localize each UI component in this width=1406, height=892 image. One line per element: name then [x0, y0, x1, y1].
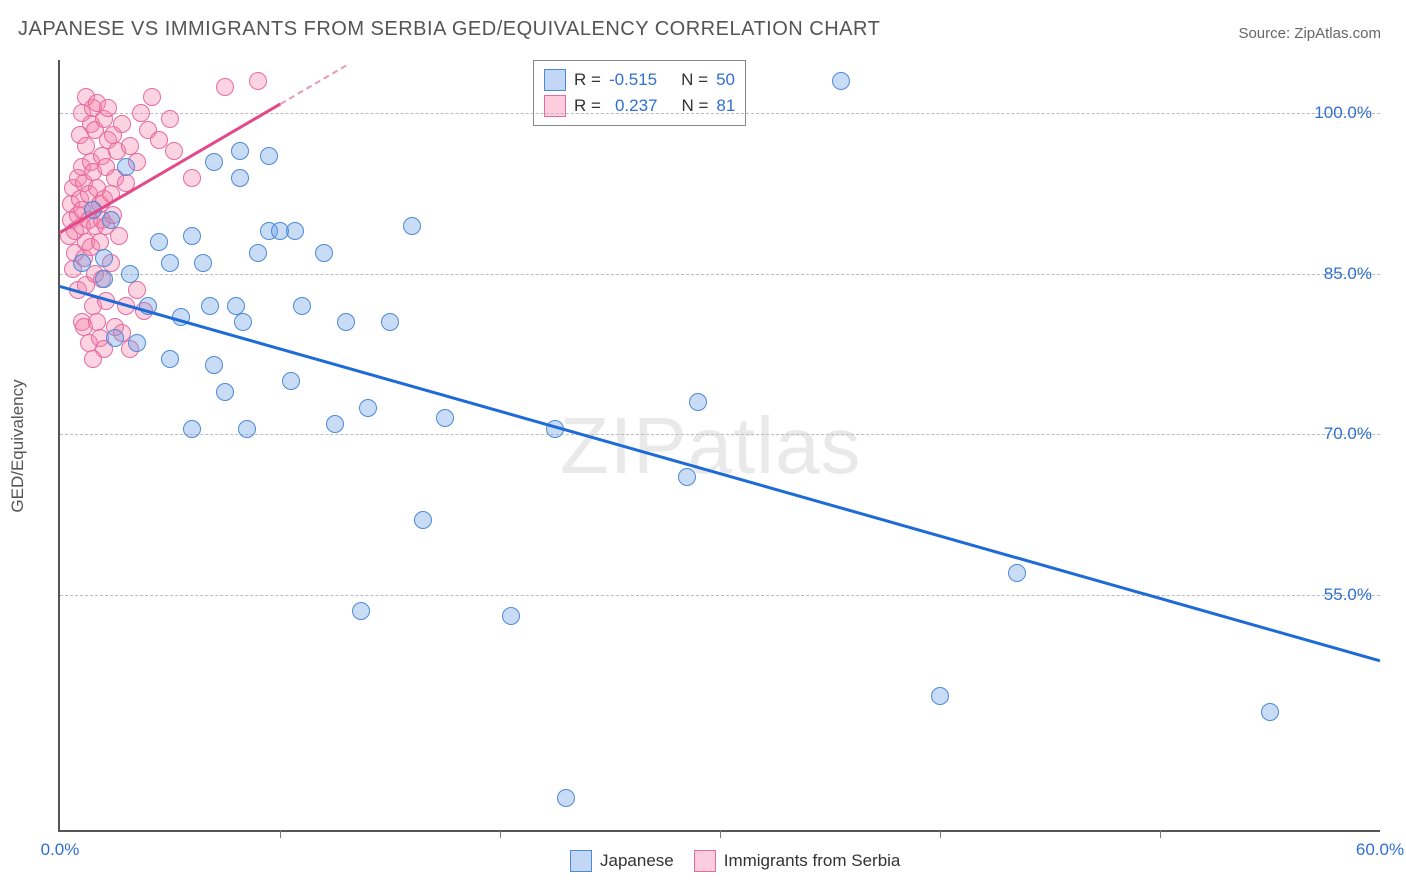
stats-legend: R = -0.515 N = 50 R = 0.237 N = 81 — [533, 60, 746, 126]
r-value-japanese: -0.515 — [609, 67, 657, 93]
point-japanese — [414, 511, 432, 529]
point-japanese — [352, 602, 370, 620]
point-japanese — [931, 687, 949, 705]
chart-title: JAPANESE VS IMMIGRANTS FROM SERBIA GED/E… — [18, 18, 880, 41]
r-label: R = — [574, 93, 601, 119]
point-japanese — [95, 249, 113, 267]
x-tick — [280, 830, 281, 838]
x-tick — [720, 830, 721, 838]
y-tick-label: 55.0% — [1324, 585, 1372, 605]
point-japanese — [436, 409, 454, 427]
point-japanese — [293, 297, 311, 315]
x-tick — [940, 830, 941, 838]
point-serbia — [99, 99, 117, 117]
n-label: N = — [681, 93, 708, 119]
legend-label-japanese: Japanese — [600, 851, 674, 871]
point-japanese — [121, 265, 139, 283]
point-serbia — [143, 88, 161, 106]
point-japanese — [161, 350, 179, 368]
point-japanese — [359, 399, 377, 417]
source-label: Source: ZipAtlas.com — [1238, 25, 1381, 42]
point-serbia — [113, 115, 131, 133]
y-axis-label: GED/Equivalency — [8, 379, 28, 512]
swatch-japanese-icon — [544, 69, 566, 91]
legend-item-serbia: Immigrants from Serbia — [694, 850, 901, 872]
point-japanese — [106, 329, 124, 347]
watermark: ZIPatlas — [560, 400, 861, 492]
stats-row-japanese: R = -0.515 N = 50 — [544, 67, 735, 93]
point-serbia — [128, 281, 146, 299]
gridline — [60, 434, 1380, 435]
plot-area: ZIPatlas R = -0.515 N = 50 R = 0.237 N =… — [58, 60, 1380, 832]
legend-item-japanese: Japanese — [570, 850, 674, 872]
point-japanese — [183, 227, 201, 245]
series-legend: Japanese Immigrants from Serbia — [570, 850, 900, 872]
point-japanese — [117, 158, 135, 176]
point-japanese — [95, 270, 113, 288]
point-japanese — [249, 244, 267, 262]
r-label: R = — [574, 67, 601, 93]
point-japanese — [183, 420, 201, 438]
point-japanese — [194, 254, 212, 272]
point-japanese — [205, 356, 223, 374]
n-value-japanese: 50 — [716, 67, 735, 93]
x-tick — [1160, 830, 1161, 838]
point-japanese — [128, 334, 146, 352]
point-japanese — [150, 233, 168, 251]
point-japanese — [73, 254, 91, 272]
y-tick-label: 70.0% — [1324, 424, 1372, 444]
point-japanese — [234, 313, 252, 331]
point-japanese — [1008, 564, 1026, 582]
n-label: N = — [681, 67, 708, 93]
point-japanese — [315, 244, 333, 262]
x-tick-label: 60.0% — [1356, 840, 1404, 860]
point-japanese — [161, 254, 179, 272]
point-japanese — [403, 217, 421, 235]
point-japanese — [102, 211, 120, 229]
point-serbia — [249, 72, 267, 90]
point-japanese — [326, 415, 344, 433]
point-japanese — [286, 222, 304, 240]
swatch-japanese-icon — [570, 850, 592, 872]
gridline — [60, 595, 1380, 596]
point-japanese — [381, 313, 399, 331]
x-tick-label: 0.0% — [41, 840, 80, 860]
gridline — [60, 274, 1380, 275]
trendline-serbia-extrapolated — [280, 64, 347, 104]
point-japanese — [557, 789, 575, 807]
point-serbia — [183, 169, 201, 187]
point-japanese — [678, 468, 696, 486]
n-value-serbia: 81 — [716, 93, 735, 119]
point-japanese — [201, 297, 219, 315]
x-tick — [500, 830, 501, 838]
point-japanese — [502, 607, 520, 625]
point-japanese — [238, 420, 256, 438]
point-serbia — [165, 142, 183, 160]
trendline-japanese — [60, 285, 1381, 662]
stats-row-serbia: R = 0.237 N = 81 — [544, 93, 735, 119]
y-tick-label: 85.0% — [1324, 264, 1372, 284]
point-japanese — [231, 142, 249, 160]
point-japanese — [337, 313, 355, 331]
y-tick-label: 100.0% — [1314, 103, 1372, 123]
point-japanese — [1261, 703, 1279, 721]
point-serbia — [216, 78, 234, 96]
point-japanese — [832, 72, 850, 90]
point-japanese — [260, 147, 278, 165]
legend-label-serbia: Immigrants from Serbia — [724, 851, 901, 871]
point-japanese — [689, 393, 707, 411]
point-serbia — [161, 110, 179, 128]
point-japanese — [216, 383, 234, 401]
point-serbia — [110, 227, 128, 245]
point-japanese — [231, 169, 249, 187]
point-japanese — [282, 372, 300, 390]
swatch-serbia-icon — [694, 850, 716, 872]
r-value-serbia: 0.237 — [615, 93, 658, 119]
point-japanese — [205, 153, 223, 171]
